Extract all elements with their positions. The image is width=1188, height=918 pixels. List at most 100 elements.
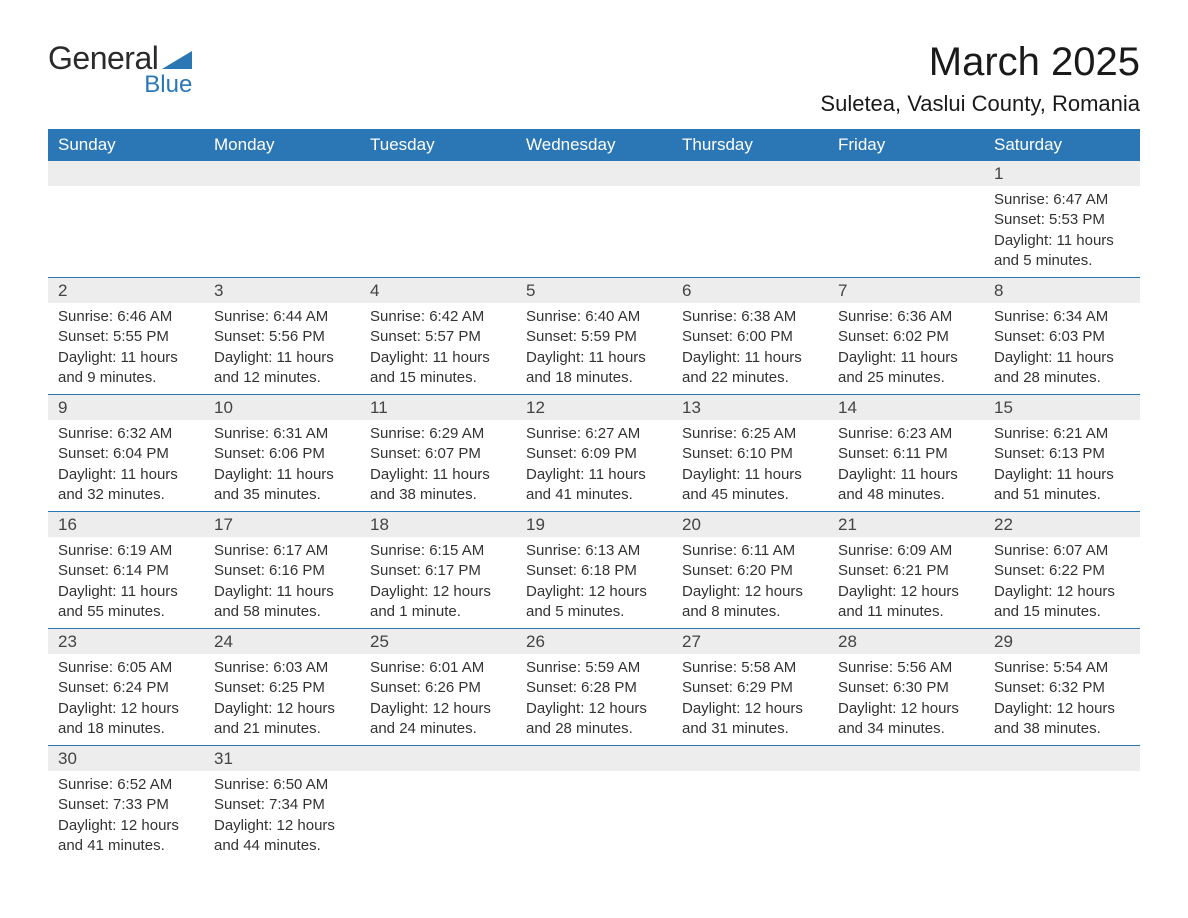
day-info-cell [828, 771, 984, 862]
sunrise-text: Sunrise: 6:05 AM [58, 658, 194, 678]
day-info-cell: Sunrise: 6:52 AMSunset: 7:33 PMDaylight:… [48, 771, 204, 862]
day-info-cell: Sunrise: 6:50 AMSunset: 7:34 PMDaylight:… [204, 771, 360, 862]
daylight-text: Daylight: 12 hours and 11 minutes. [838, 582, 974, 623]
sunrise-text: Sunrise: 6:47 AM [994, 190, 1130, 210]
sunset-text: Sunset: 6:04 PM [58, 444, 194, 464]
location-subtitle: Suletea, Vaslui County, Romania [820, 91, 1140, 117]
day-info-cell: Sunrise: 6:09 AMSunset: 6:21 PMDaylight:… [828, 537, 984, 629]
day-info-cell: Sunrise: 6:31 AMSunset: 6:06 PMDaylight:… [204, 420, 360, 512]
daylight-text: Daylight: 11 hours and 9 minutes. [58, 348, 194, 389]
day-info-row: Sunrise: 6:46 AMSunset: 5:55 PMDaylight:… [48, 303, 1140, 395]
sunrise-text: Sunrise: 6:03 AM [214, 658, 350, 678]
sunset-text: Sunset: 6:30 PM [838, 678, 974, 698]
sunset-text: Sunset: 6:07 PM [370, 444, 506, 464]
day-number-cell: 14 [828, 395, 984, 421]
day-info-cell [516, 771, 672, 862]
day-number-cell [828, 161, 984, 186]
day-info-cell: Sunrise: 6:23 AMSunset: 6:11 PMDaylight:… [828, 420, 984, 512]
day-info-cell: Sunrise: 6:11 AMSunset: 6:20 PMDaylight:… [672, 537, 828, 629]
sunset-text: Sunset: 5:57 PM [370, 327, 506, 347]
sunrise-text: Sunrise: 6:21 AM [994, 424, 1130, 444]
day-number-cell: 15 [984, 395, 1140, 421]
daylight-text: Daylight: 11 hours and 32 minutes. [58, 465, 194, 506]
day-info-cell [672, 186, 828, 278]
day-info-cell: Sunrise: 6:25 AMSunset: 6:10 PMDaylight:… [672, 420, 828, 512]
day-info-row: Sunrise: 6:05 AMSunset: 6:24 PMDaylight:… [48, 654, 1140, 746]
day-number-cell: 13 [672, 395, 828, 421]
weekday-header: Friday [828, 129, 984, 161]
sunset-text: Sunset: 5:55 PM [58, 327, 194, 347]
day-info-cell: Sunrise: 6:36 AMSunset: 6:02 PMDaylight:… [828, 303, 984, 395]
day-number-cell: 17 [204, 512, 360, 538]
sunset-text: Sunset: 6:10 PM [682, 444, 818, 464]
day-number-cell [360, 746, 516, 772]
sunrise-text: Sunrise: 6:34 AM [994, 307, 1130, 327]
daylight-text: Daylight: 11 hours and 41 minutes. [526, 465, 662, 506]
day-info-cell: Sunrise: 6:32 AMSunset: 6:04 PMDaylight:… [48, 420, 204, 512]
day-number-cell: 29 [984, 629, 1140, 655]
sunrise-text: Sunrise: 6:13 AM [526, 541, 662, 561]
daylight-text: Daylight: 11 hours and 55 minutes. [58, 582, 194, 623]
day-number-cell: 18 [360, 512, 516, 538]
daylight-text: Daylight: 11 hours and 45 minutes. [682, 465, 818, 506]
day-number-cell: 9 [48, 395, 204, 421]
day-info-cell: Sunrise: 6:29 AMSunset: 6:07 PMDaylight:… [360, 420, 516, 512]
day-number-cell: 16 [48, 512, 204, 538]
daylight-text: Daylight: 11 hours and 18 minutes. [526, 348, 662, 389]
day-number-cell: 23 [48, 629, 204, 655]
sunset-text: Sunset: 6:26 PM [370, 678, 506, 698]
weekday-header-row: Sunday Monday Tuesday Wednesday Thursday… [48, 129, 1140, 161]
day-info-cell [984, 771, 1140, 862]
sunset-text: Sunset: 6:17 PM [370, 561, 506, 581]
sunset-text: Sunset: 6:06 PM [214, 444, 350, 464]
sunset-text: Sunset: 6:14 PM [58, 561, 194, 581]
day-info-cell: Sunrise: 6:21 AMSunset: 6:13 PMDaylight:… [984, 420, 1140, 512]
sunset-text: Sunset: 6:16 PM [214, 561, 350, 581]
day-number-cell: 2 [48, 278, 204, 304]
sunset-text: Sunset: 7:34 PM [214, 795, 350, 815]
sunset-text: Sunset: 5:59 PM [526, 327, 662, 347]
weekday-header: Thursday [672, 129, 828, 161]
sunrise-text: Sunrise: 6:19 AM [58, 541, 194, 561]
sunrise-text: Sunrise: 6:15 AM [370, 541, 506, 561]
daylight-text: Daylight: 12 hours and 24 minutes. [370, 699, 506, 740]
day-info-cell: Sunrise: 5:56 AMSunset: 6:30 PMDaylight:… [828, 654, 984, 746]
brand-triangle-icon [162, 47, 192, 74]
sunset-text: Sunset: 5:56 PM [214, 327, 350, 347]
sunrise-text: Sunrise: 5:59 AM [526, 658, 662, 678]
day-number-cell [672, 161, 828, 186]
day-info-cell: Sunrise: 6:42 AMSunset: 5:57 PMDaylight:… [360, 303, 516, 395]
weekday-header: Wednesday [516, 129, 672, 161]
daylight-text: Daylight: 11 hours and 48 minutes. [838, 465, 974, 506]
sunset-text: Sunset: 6:21 PM [838, 561, 974, 581]
day-number-cell: 12 [516, 395, 672, 421]
day-number-cell: 26 [516, 629, 672, 655]
sunrise-text: Sunrise: 6:11 AM [682, 541, 818, 561]
sunset-text: Sunset: 6:29 PM [682, 678, 818, 698]
sunrise-text: Sunrise: 6:25 AM [682, 424, 818, 444]
day-info-cell: Sunrise: 5:59 AMSunset: 6:28 PMDaylight:… [516, 654, 672, 746]
day-number-cell: 27 [672, 629, 828, 655]
day-info-cell [672, 771, 828, 862]
day-number-cell: 20 [672, 512, 828, 538]
daylight-text: Daylight: 12 hours and 44 minutes. [214, 816, 350, 857]
daylight-text: Daylight: 12 hours and 5 minutes. [526, 582, 662, 623]
day-number-row: 16171819202122 [48, 512, 1140, 538]
weekday-header: Saturday [984, 129, 1140, 161]
day-number-cell: 1 [984, 161, 1140, 186]
day-number-cell: 7 [828, 278, 984, 304]
sunset-text: Sunset: 6:32 PM [994, 678, 1130, 698]
sunrise-text: Sunrise: 6:29 AM [370, 424, 506, 444]
daylight-text: Daylight: 12 hours and 31 minutes. [682, 699, 818, 740]
sunset-text: Sunset: 6:00 PM [682, 327, 818, 347]
day-info-cell: Sunrise: 6:34 AMSunset: 6:03 PMDaylight:… [984, 303, 1140, 395]
sunrise-text: Sunrise: 6:01 AM [370, 658, 506, 678]
day-number-cell: 4 [360, 278, 516, 304]
day-info-cell: Sunrise: 6:46 AMSunset: 5:55 PMDaylight:… [48, 303, 204, 395]
day-number-cell: 24 [204, 629, 360, 655]
day-number-row: 2345678 [48, 278, 1140, 304]
daylight-text: Daylight: 12 hours and 41 minutes. [58, 816, 194, 857]
day-number-cell: 8 [984, 278, 1140, 304]
day-number-cell: 6 [672, 278, 828, 304]
daylight-text: Daylight: 12 hours and 34 minutes. [838, 699, 974, 740]
